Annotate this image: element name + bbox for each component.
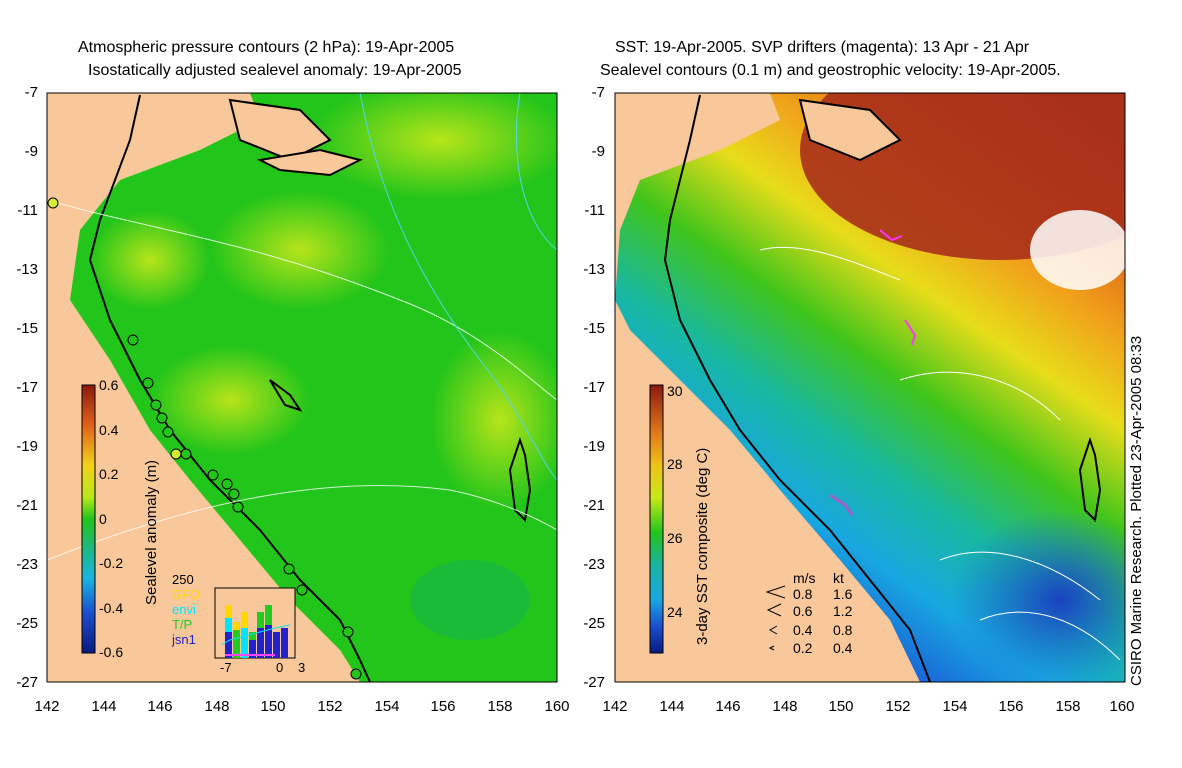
left-y-tick: -17 bbox=[16, 379, 38, 396]
right-y-tick: -7 bbox=[591, 84, 605, 101]
right-y-tick: -11 bbox=[584, 202, 605, 219]
right-y-tick: -27 bbox=[583, 674, 605, 691]
right-colorbar bbox=[649, 384, 664, 654]
altimeter-histogram bbox=[214, 587, 296, 659]
histogram-legend-gfo: GFO bbox=[172, 587, 201, 602]
right-y-tick: -13 bbox=[583, 261, 605, 278]
altimeter-points bbox=[47, 197, 362, 680]
left-x-tick: 146 bbox=[147, 698, 173, 715]
right-title-line2: Sealevel contours (0.1 m) and geostrophi… bbox=[600, 62, 1061, 79]
right-colorbar-tick: 26 bbox=[667, 530, 683, 546]
left-y-tick: -9 bbox=[24, 143, 38, 160]
left-map bbox=[47, 93, 557, 682]
left-y-tick: -7 bbox=[24, 84, 38, 101]
velocity-legend-ms: 0.2 bbox=[793, 640, 813, 656]
left-x-tick: 142 bbox=[34, 698, 60, 715]
left-colorbar-tick: 0 bbox=[99, 511, 107, 527]
histogram-x-tick: 0 bbox=[276, 660, 284, 675]
left-title-line1: Atmospheric pressure contours (2 hPa): 1… bbox=[78, 39, 455, 56]
left-y-tick: -21 bbox=[16, 497, 38, 514]
credit-text: CSIRO Marine Research. Plotted 23-Apr-20… bbox=[1128, 335, 1145, 686]
velocity-legend-header-kt: kt bbox=[833, 570, 844, 586]
velocity-legend-kt: 0.8 bbox=[833, 622, 853, 638]
right-x-tick: 148 bbox=[772, 698, 798, 715]
velocity-legend-kt: 1.6 bbox=[833, 586, 853, 602]
left-y-tick: -19 bbox=[16, 438, 38, 455]
histogram-ymax: 250 bbox=[172, 572, 194, 587]
right-title-line1: SST: 19-Apr-2005. SVP drifters (magenta)… bbox=[615, 39, 1030, 56]
right-colorbar-tick: 30 bbox=[667, 383, 683, 399]
right-colorbar-tick: 24 bbox=[667, 604, 683, 620]
left-x-tick: 154 bbox=[374, 698, 400, 715]
left-colorbar-label: Sealevel anomaly (m) bbox=[143, 459, 160, 605]
left-y-tick: -11 bbox=[17, 202, 38, 219]
left-colorbar-tick: -0.6 bbox=[99, 644, 124, 660]
right-y-tick: -17 bbox=[583, 379, 605, 396]
right-x-tick: 142 bbox=[602, 698, 628, 715]
left-y-tick: -23 bbox=[16, 556, 38, 573]
right-x-tick: 158 bbox=[1055, 698, 1081, 715]
left-y-tick: -27 bbox=[16, 674, 38, 691]
left-x-tick: 150 bbox=[260, 698, 286, 715]
left-colorbar-tick: -0.2 bbox=[99, 555, 124, 571]
velocity-legend-arrows bbox=[765, 585, 786, 651]
right-x-tick: 146 bbox=[715, 698, 741, 715]
right-colorbar-tick: 28 bbox=[667, 456, 683, 472]
left-colorbar-tick: 0.2 bbox=[99, 466, 119, 482]
left-title-line2: Isostatically adjusted sealevel anomaly:… bbox=[88, 62, 462, 79]
velocity-legend-header-ms: m/s bbox=[793, 570, 816, 586]
velocity-legend-kt: 1.2 bbox=[833, 603, 853, 619]
left-colorbar bbox=[81, 384, 96, 654]
right-x-tick: 154 bbox=[942, 698, 968, 715]
left-y-tick: -13 bbox=[16, 261, 38, 278]
right-map bbox=[615, 93, 1125, 682]
velocity-legend-ms: 0.4 bbox=[793, 622, 813, 638]
right-colorbar-label: 3-day SST composite (deg C) bbox=[694, 447, 711, 645]
velocity-legend-kt: 0.4 bbox=[833, 640, 853, 656]
left-y-tick: -25 bbox=[16, 615, 38, 632]
right-y-tick: -25 bbox=[583, 615, 605, 632]
left-colorbar-tick: 0.4 bbox=[99, 422, 119, 438]
right-x-tick: 156 bbox=[998, 698, 1024, 715]
left-y-tick: -15 bbox=[16, 320, 38, 337]
left-colorbar-tick: -0.4 bbox=[99, 600, 124, 616]
histogram-legend-envi: envi bbox=[172, 602, 196, 617]
left-x-tick: 152 bbox=[317, 698, 343, 715]
right-y-tick: -21 bbox=[583, 497, 605, 514]
histogram-legend-tp: T/P bbox=[172, 617, 193, 632]
histogram-legend-jsn1: jsn1 bbox=[172, 632, 196, 647]
right-x-tick: 150 bbox=[828, 698, 854, 715]
right-x-tick: 152 bbox=[885, 698, 911, 715]
histogram-x-tick: -7 bbox=[220, 660, 232, 675]
left-x-tick: 160 bbox=[544, 698, 570, 715]
left-x-tick: 156 bbox=[430, 698, 456, 715]
velocity-legend-ms: 0.6 bbox=[793, 603, 813, 619]
right-x-tick: 160 bbox=[1109, 698, 1135, 715]
right-y-tick: -23 bbox=[583, 556, 605, 573]
right-y-tick: -9 bbox=[591, 143, 605, 160]
right-y-tick: -19 bbox=[583, 438, 605, 455]
left-x-tick: 148 bbox=[204, 698, 230, 715]
velocity-legend-ms: 0.8 bbox=[793, 586, 813, 602]
histogram-x-tick: 3 bbox=[298, 660, 306, 675]
left-x-tick: 158 bbox=[487, 698, 513, 715]
right-y-tick: -15 bbox=[583, 320, 605, 337]
left-colorbar-tick: 0.6 bbox=[99, 377, 119, 393]
right-x-tick: 144 bbox=[659, 698, 685, 715]
left-x-tick: 144 bbox=[91, 698, 117, 715]
